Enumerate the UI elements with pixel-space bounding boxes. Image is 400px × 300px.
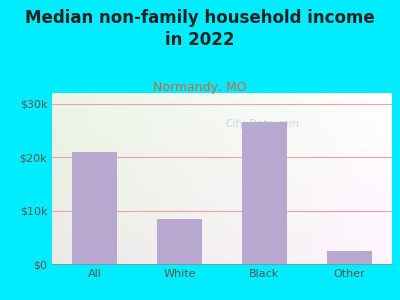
Text: Median non-family household income
in 2022: Median non-family household income in 20… <box>25 9 375 49</box>
Bar <box>72 152 117 264</box>
Text: City-Data.com: City-Data.com <box>226 119 300 129</box>
Text: Normandy, MO: Normandy, MO <box>153 81 247 94</box>
Bar <box>242 122 286 264</box>
Bar <box>327 250 372 264</box>
Bar <box>158 219 202 264</box>
